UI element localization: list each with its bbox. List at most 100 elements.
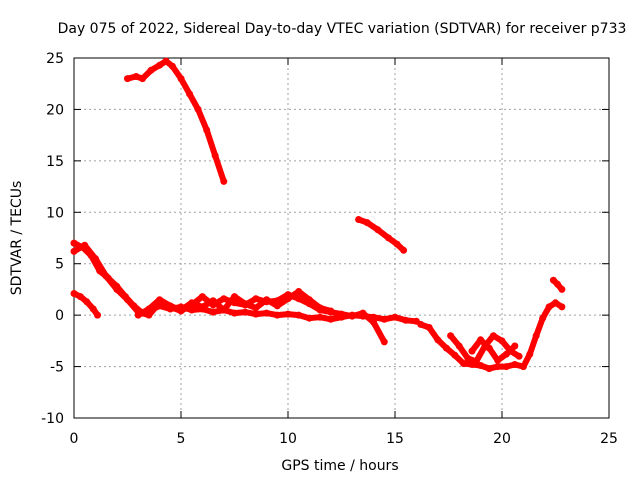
data-point — [70, 239, 78, 247]
data-point — [472, 357, 480, 365]
data-point — [380, 315, 388, 323]
data-point — [124, 296, 131, 304]
data-point — [295, 311, 303, 319]
data-point — [186, 90, 194, 98]
data-point — [526, 350, 534, 358]
series-arc-late — [417, 299, 566, 373]
data-point — [102, 272, 110, 280]
data-point — [402, 316, 410, 324]
y-tick-label: 15 — [46, 154, 64, 170]
data-point — [284, 310, 292, 318]
data-point — [211, 152, 219, 160]
data-point — [220, 295, 228, 303]
data-point — [241, 308, 249, 316]
data-point — [393, 240, 401, 248]
data-point — [468, 347, 476, 355]
data-point — [316, 313, 324, 321]
data-point — [502, 350, 510, 358]
data-point — [83, 298, 91, 306]
data-point — [209, 297, 217, 305]
data-point — [241, 300, 249, 308]
series-arc-late-loop — [468, 336, 519, 364]
data-point — [539, 314, 547, 322]
data-point — [455, 342, 463, 350]
data-point — [348, 312, 356, 320]
data-point — [81, 241, 89, 249]
axis-ticks: 0 5 10 15 20 25 -10 -5 0 5 10 15 20 25 — [41, 51, 618, 447]
data-point — [124, 75, 131, 83]
data-point — [156, 296, 164, 304]
data-point — [552, 299, 559, 307]
data-point — [252, 304, 260, 312]
data-point — [370, 318, 378, 326]
data-point — [198, 293, 206, 301]
data-point — [515, 352, 523, 360]
y-tick-label: 0 — [55, 308, 64, 324]
data-point — [94, 311, 101, 319]
data-point — [558, 285, 566, 293]
data-point — [231, 293, 238, 301]
data-point — [145, 305, 153, 313]
grid-lines — [74, 58, 609, 418]
data-point — [464, 354, 472, 362]
data-point — [519, 363, 527, 371]
data-point — [305, 296, 313, 304]
data-point — [284, 295, 292, 303]
y-tick-label: -5 — [50, 360, 64, 376]
data-point — [451, 351, 459, 359]
data-point — [338, 310, 345, 318]
series-arc-early-low — [70, 290, 101, 319]
data-point — [545, 303, 553, 311]
x-tick-label: 15 — [386, 431, 404, 447]
data-point — [263, 309, 271, 317]
x-tick-label: 5 — [177, 431, 186, 447]
series-arc-main-3 — [134, 288, 335, 319]
y-tick-label: 5 — [55, 257, 64, 273]
data-point — [177, 75, 185, 83]
y-tick-label: 25 — [46, 51, 64, 67]
data-point — [417, 320, 425, 328]
data-point — [511, 342, 519, 350]
data-point — [391, 313, 399, 321]
data-point — [374, 226, 382, 234]
data-point — [359, 309, 367, 317]
data-point — [273, 302, 281, 310]
x-tick-label: 25 — [600, 431, 618, 447]
data-point — [434, 336, 442, 344]
data-point — [295, 295, 303, 303]
data-point — [447, 332, 455, 340]
data-point — [168, 62, 176, 70]
series-arc-end — [549, 276, 566, 293]
data-point — [554, 280, 562, 288]
data-point — [511, 361, 519, 368]
x-tick-label: 0 — [70, 431, 79, 447]
data-point — [442, 344, 450, 352]
series-arc-mid-afternoon — [355, 216, 408, 254]
y-axis-label: SDTVAR / TECUs — [9, 181, 25, 296]
data-point — [113, 285, 121, 293]
data-point — [132, 73, 140, 80]
x-tick-label: 10 — [279, 431, 297, 447]
data-point — [327, 315, 335, 323]
data-point — [498, 337, 506, 345]
data-point — [532, 332, 540, 340]
y-tick-label: 20 — [46, 102, 64, 118]
data-point — [166, 302, 174, 310]
series-line — [71, 242, 388, 345]
data-point — [134, 311, 142, 319]
series-arc-main-2 — [70, 241, 388, 346]
data-point — [355, 216, 363, 223]
chart-title: Day 075 of 2022, Sidereal Day-to-day VTE… — [58, 21, 627, 37]
x-axis-label: GPS time / hours — [281, 458, 398, 474]
data-point — [188, 299, 196, 307]
plot-frame — [73, 57, 610, 419]
data-point — [263, 296, 271, 304]
series-group — [70, 57, 566, 373]
data-point — [252, 310, 260, 318]
data-point — [177, 306, 185, 314]
data-point — [327, 307, 335, 315]
data-point — [316, 304, 324, 312]
data-point — [485, 344, 493, 352]
data-point — [502, 363, 510, 371]
